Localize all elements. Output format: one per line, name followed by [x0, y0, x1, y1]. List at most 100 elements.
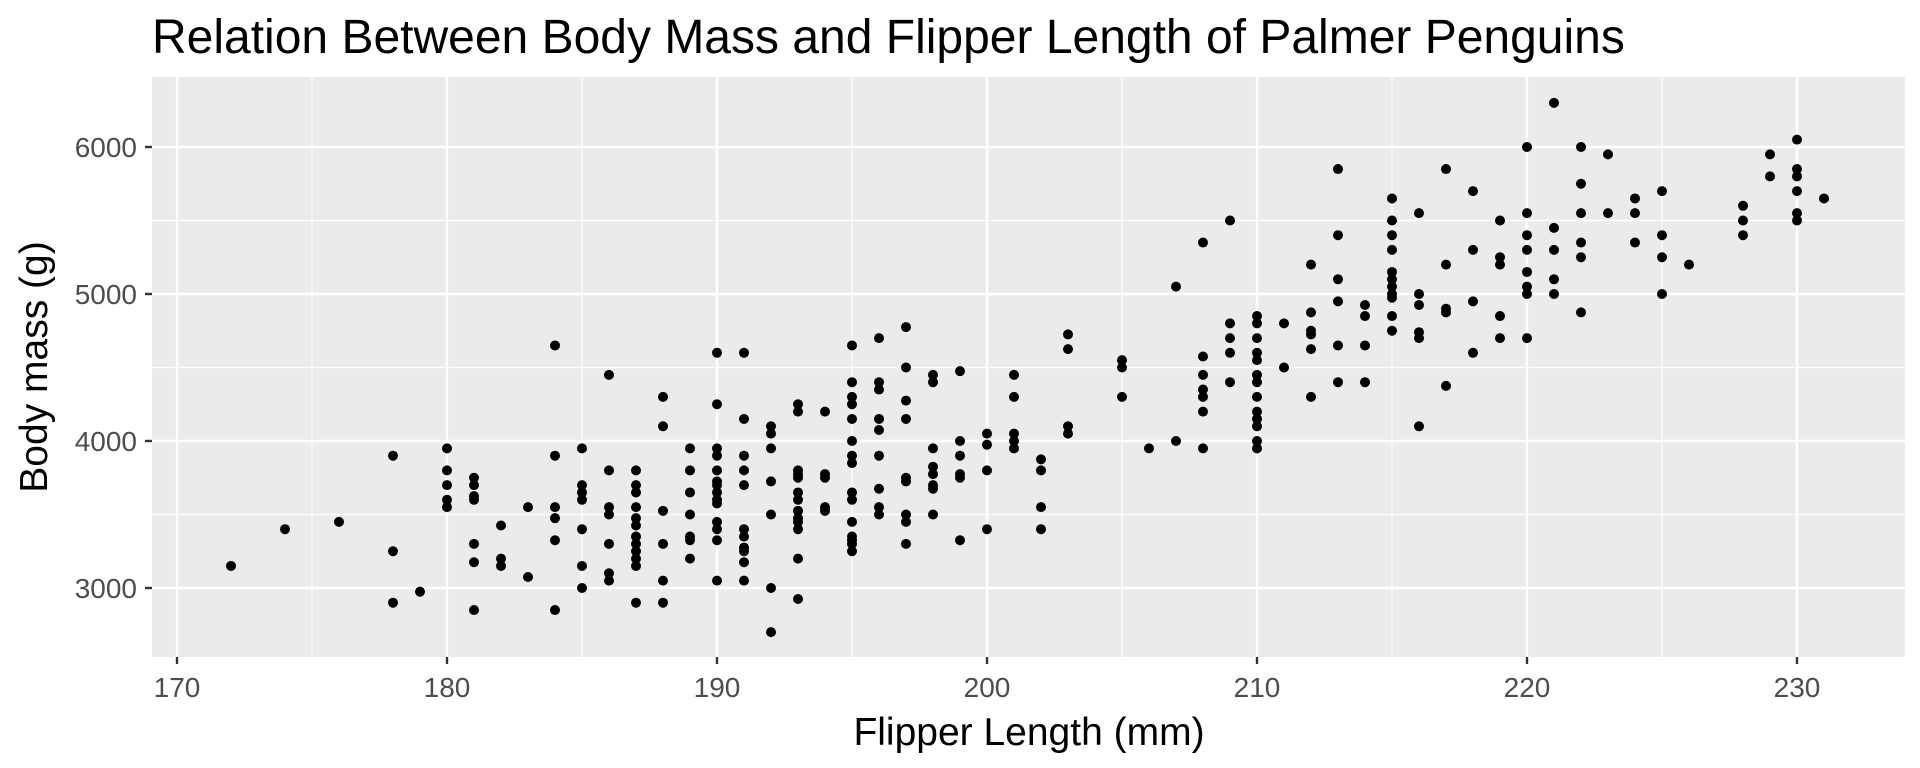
data-point: [226, 560, 236, 571]
y-tick-label: 5000: [75, 279, 137, 310]
data-point: [550, 535, 560, 546]
data-point: [1306, 391, 1316, 402]
data-point: [1684, 259, 1694, 270]
data-point: [847, 494, 857, 505]
data-point: [1198, 237, 1208, 248]
data-point: [793, 524, 803, 535]
data-point: [685, 535, 695, 546]
data-point: [1252, 421, 1262, 432]
data-point: [874, 502, 884, 513]
data-point: [685, 509, 695, 520]
data-point: [874, 450, 884, 461]
data-point: [442, 480, 452, 491]
data-point: [1009, 391, 1019, 402]
data-point: [1036, 454, 1046, 465]
data-point: [712, 480, 722, 491]
data-point: [1171, 281, 1181, 292]
data-point: [739, 413, 749, 424]
data-point: [1117, 391, 1127, 402]
data-point: [658, 505, 668, 516]
data-point: [739, 450, 749, 461]
data-point: [739, 524, 749, 535]
data-point: [1792, 208, 1802, 219]
data-point: [874, 377, 884, 388]
data-point: [658, 391, 668, 402]
data-point: [955, 535, 965, 546]
data-point: [1495, 252, 1505, 263]
data-point: [1333, 377, 1343, 388]
data-point: [658, 538, 668, 549]
data-point: [1225, 333, 1235, 344]
data-point: [1522, 208, 1532, 219]
data-point: [928, 443, 938, 454]
data-point: [1441, 164, 1451, 175]
data-point: [1117, 355, 1127, 366]
data-point: [1171, 436, 1181, 446]
data-point: [793, 487, 803, 498]
data-point: [631, 560, 641, 571]
data-point: [712, 399, 722, 410]
data-point: [685, 465, 695, 476]
data-point: [1009, 443, 1019, 454]
data-point: [1009, 428, 1019, 439]
data-point: [1306, 344, 1316, 355]
data-point: [982, 439, 992, 450]
data-point: [415, 586, 425, 597]
data-point: [631, 502, 641, 513]
data-point: [712, 450, 722, 461]
data-point: [766, 509, 776, 520]
data-point: [712, 524, 722, 535]
data-point: [631, 480, 641, 491]
data-point: [1414, 289, 1424, 299]
data-point: [847, 487, 857, 498]
data-point: [631, 531, 641, 542]
data-point: [874, 333, 884, 344]
data-point: [1468, 186, 1478, 197]
data-point: [685, 553, 695, 564]
data-point: [847, 516, 857, 527]
data-point: [874, 424, 884, 435]
data-point: [1225, 215, 1235, 226]
data-point: [1252, 377, 1262, 388]
data-point: [712, 465, 722, 476]
data-point: [388, 597, 398, 608]
data-point: [766, 421, 776, 432]
data-points: [226, 97, 1829, 638]
data-point: [874, 413, 884, 424]
data-point: [1630, 208, 1640, 219]
data-point: [1657, 186, 1667, 197]
data-point: [577, 560, 587, 571]
data-point: [982, 465, 992, 476]
data-point: [982, 428, 992, 439]
data-point: [712, 535, 722, 546]
data-point: [766, 476, 776, 487]
data-point: [1603, 149, 1613, 160]
data-point: [1792, 134, 1802, 145]
data-point: [901, 509, 911, 520]
data-point: [1657, 230, 1667, 241]
data-point: [1387, 281, 1397, 292]
data-point: [1306, 329, 1316, 340]
data-point: [1414, 333, 1424, 344]
data-point: [928, 369, 938, 380]
data-point: [1009, 369, 1019, 380]
data-point: [442, 443, 452, 454]
data-point: [739, 465, 749, 476]
data-point: [874, 384, 884, 395]
data-point: [1495, 259, 1505, 270]
data-point: [955, 366, 965, 377]
data-point: [550, 513, 560, 524]
data-point: [1117, 362, 1127, 373]
data-point: [1603, 208, 1613, 219]
data-point: [793, 472, 803, 483]
data-point: [1252, 436, 1262, 446]
data-point: [631, 465, 641, 476]
data-point: [1333, 296, 1343, 307]
data-point: [739, 480, 749, 491]
data-point: [1252, 406, 1262, 417]
x-tick-label: 220: [1504, 672, 1551, 703]
data-point: [1360, 300, 1370, 311]
data-point: [496, 553, 506, 564]
data-point: [1522, 333, 1532, 344]
data-point: [469, 605, 479, 616]
